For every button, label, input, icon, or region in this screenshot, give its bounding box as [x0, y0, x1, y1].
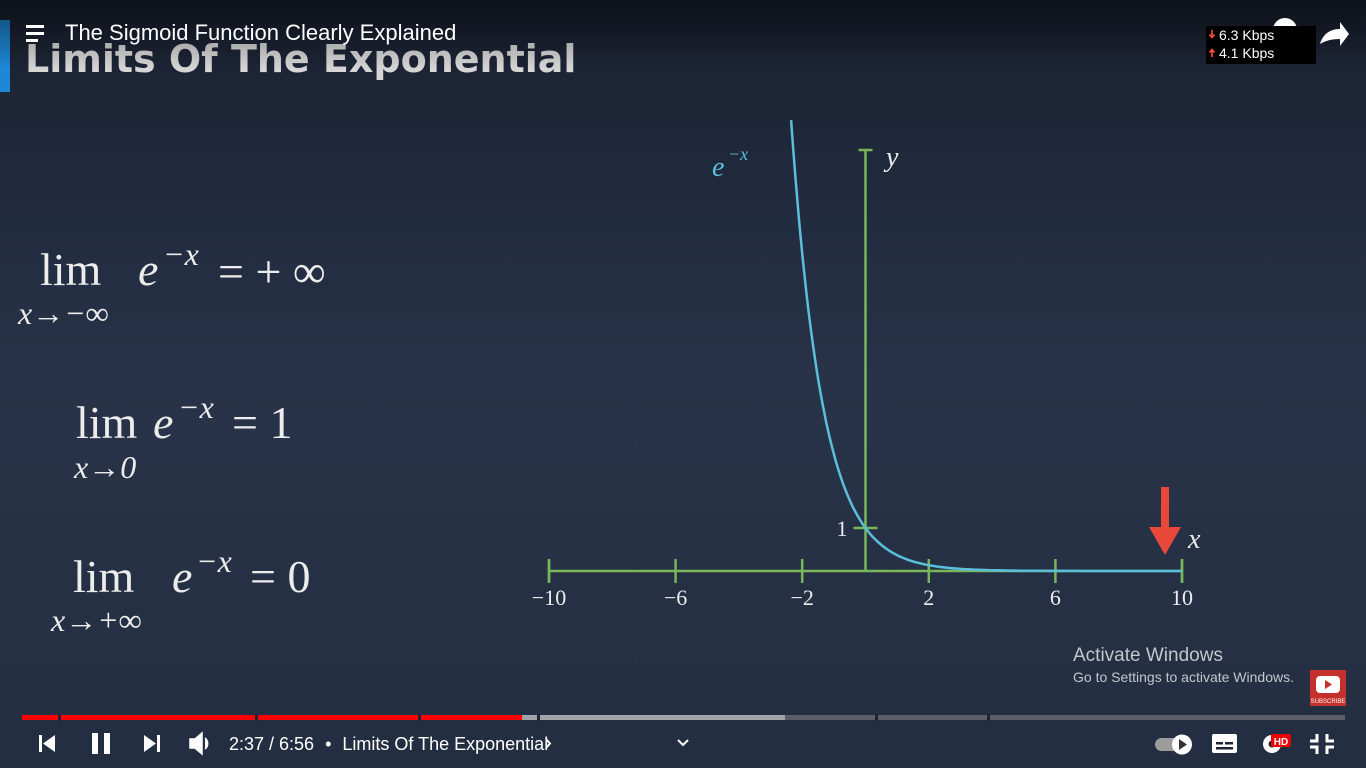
subscribe-play: [1325, 680, 1332, 689]
player-status: 2:37 / 6:56 • Limits Of The Exponential: [229, 734, 548, 754]
time: 2:37 / 6:56: [229, 734, 314, 754]
limit-base: e: [138, 244, 158, 295]
x-tick-label: 2: [923, 585, 934, 610]
limit-exponent: −x: [163, 236, 199, 272]
hd-badge: HD: [1274, 737, 1288, 748]
subscribe-text: SUBSCRIBE: [1311, 699, 1346, 705]
chapter-title[interactable]: Limits Of The Exponential: [342, 734, 548, 754]
limit-subscript: x→+∞: [50, 602, 142, 638]
progress-bar[interactable]: [22, 714, 1345, 721]
limit-exponent: −x: [196, 543, 232, 579]
limit-result: = 0: [250, 551, 310, 602]
limit-subscript: x→0: [73, 449, 136, 485]
network-down: 6.3 Kbps: [1219, 27, 1274, 43]
exit-fullscreen-button[interactable]: [1310, 734, 1334, 754]
plot: −10 −6 −2 2 6 10 1 e −x y x: [532, 120, 1201, 610]
limit-operator: lim: [76, 397, 138, 448]
x-tick-label: −2: [790, 585, 813, 610]
curve-label: e: [712, 152, 724, 183]
x-tick-label: −10: [532, 585, 566, 610]
network-box: [1206, 26, 1316, 64]
next-button[interactable]: [144, 735, 160, 752]
x-tick-label: 10: [1171, 585, 1193, 610]
previous-button[interactable]: [39, 735, 55, 752]
x-tick-label: 6: [1050, 585, 1061, 610]
watermark-subtitle: Go to Settings to activate Windows.: [1073, 669, 1294, 685]
expand-chevron[interactable]: [677, 739, 689, 747]
y-tick-label: 1: [837, 516, 848, 541]
video-title[interactable]: The Sigmoid Function Clearly Explained: [65, 20, 456, 45]
limit-base: e: [153, 397, 173, 448]
y-axis-label: y: [883, 142, 899, 173]
pause-button[interactable]: [92, 733, 110, 754]
autoplay-toggle[interactable]: [1155, 734, 1192, 755]
limit-operator: lim: [73, 551, 135, 602]
watermark-title: Activate Windows: [1073, 645, 1223, 666]
down-arrow: [1208, 30, 1216, 39]
limit-exponent: −x: [178, 389, 214, 425]
up-arrow: [1208, 48, 1216, 57]
share-icon[interactable]: [1320, 22, 1349, 46]
limit-result: = 1: [232, 397, 292, 448]
pointer-arrow: [1149, 487, 1181, 555]
limit-base: e: [172, 551, 192, 602]
captions-button[interactable]: [1212, 734, 1237, 753]
limit-operator: lim: [40, 244, 102, 295]
menu-icon[interactable]: [26, 25, 44, 42]
limit-subscript: x→−∞: [17, 295, 109, 331]
exp-curve: [789, 120, 1182, 573]
limit-result: = + ∞: [218, 246, 326, 297]
curve-label-exponent: −x: [728, 144, 748, 164]
network-up: 4.1 Kbps: [1219, 45, 1274, 61]
x-axis-label: x: [1187, 524, 1201, 555]
x-tick-label: −6: [664, 585, 687, 610]
chapter-chevron[interactable]: [545, 738, 552, 749]
settings-button[interactable]: HD: [1263, 734, 1291, 753]
chapter-separator: •: [325, 734, 331, 754]
top-gradient: [0, 0, 1366, 70]
volume-button[interactable]: [189, 731, 209, 756]
